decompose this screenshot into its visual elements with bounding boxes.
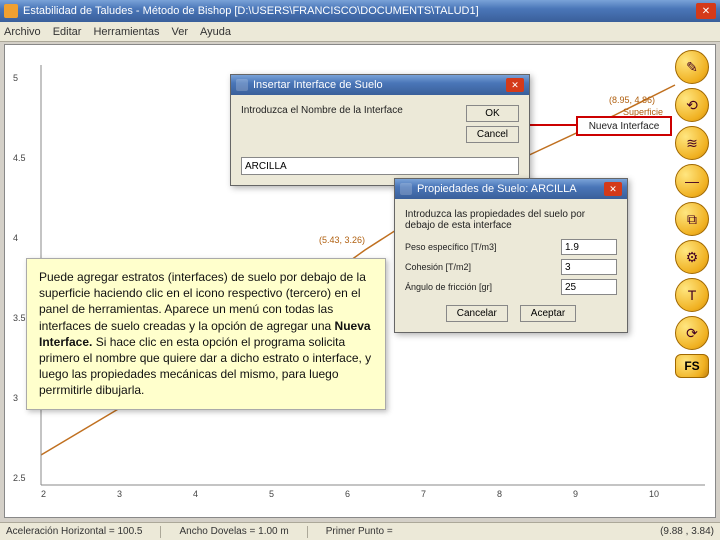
interface-name-input[interactable] [241,157,519,175]
x-tick: 4 [193,489,198,499]
y-tick: 3 [13,393,18,403]
label-cohesion: Cohesión [T/m2] [405,262,555,272]
x-tick: 6 [345,489,350,499]
tool-interface-icon[interactable]: ≋ [675,126,709,160]
ok-button[interactable]: OK [466,105,519,122]
tool-4[interactable]: — [675,164,709,198]
tool-2[interactable]: ⟲ [675,88,709,122]
callout-nueva-interface: Nueva Interface [576,116,672,136]
dialog-insert-titlebar: Insertar Interface de Suelo ✕ [231,75,529,95]
tool-8[interactable]: ⟳ [675,316,709,350]
x-tick: 5 [269,489,274,499]
props-accept-button[interactable]: Aceptar [520,305,576,322]
coord-label: (8.95, 4.86) [609,95,655,105]
coord-label: (5.43, 3.26) [319,235,365,245]
dialog-props-close[interactable]: ✕ [604,182,622,196]
fs-button[interactable]: FS [675,354,709,378]
tool-5[interactable]: ⧉ [675,202,709,236]
menu-editar[interactable]: Editar [53,26,82,38]
status-primer: Primer Punto = [326,526,393,537]
dialog-props-titlebar: Propiedades de Suelo: ARCILLA ✕ [395,179,627,199]
dialog-insert-close[interactable]: ✕ [506,78,524,92]
input-peso[interactable] [561,239,617,255]
menubar: Archivo Editar Herramientas Ver Ayuda [0,22,720,42]
y-tick: 4 [13,233,18,243]
status-coord: (9.88 , 3.84) [660,526,714,537]
statusbar: Aceleración Horizontal = 100.5 Ancho Dov… [0,522,720,540]
tool-6[interactable]: ⚙ [675,240,709,274]
cancel-button[interactable]: Cancel [466,126,519,143]
x-tick: 10 [649,489,659,499]
status-ancho: Ancho Dovelas = 1.00 m [179,526,288,537]
y-tick: 5 [13,73,18,83]
tool-strip: ✎ ⟲ ≋ — ⧉ ⚙ T ⟳ FS [672,50,712,378]
app-icon [4,4,18,18]
close-button[interactable]: ✕ [696,3,716,19]
y-tick: 3.5 [13,313,26,323]
dialog-insert-title: Insertar Interface de Suelo [253,79,383,91]
tool-7[interactable]: T [675,278,709,312]
x-tick: 9 [573,489,578,499]
dialog-icon [400,183,412,195]
menu-ayuda[interactable]: Ayuda [200,26,231,38]
x-tick: 2 [41,489,46,499]
x-tick: 7 [421,489,426,499]
props-cancel-button[interactable]: Cancelar [446,305,508,322]
y-tick: 4.5 [13,153,26,163]
status-accel: Aceleración Horizontal = 100.5 [6,526,142,537]
x-tick: 8 [497,489,502,499]
dialog-insert-prompt: Introduzca el Nombre de la Interface [241,105,458,143]
input-angulo[interactable] [561,279,617,295]
x-tick: 3 [117,489,122,499]
dialog-icon [236,79,248,91]
menu-herramientas[interactable]: Herramientas [93,26,159,38]
info-tooltip: Puede agregar estratos (interfaces) de s… [26,258,386,410]
menu-archivo[interactable]: Archivo [4,26,41,38]
dialog-insert-interface: Insertar Interface de Suelo ✕ Introduzca… [230,74,530,186]
info-text-1: Puede agregar estratos (interfaces) de s… [39,270,366,333]
y-tick: 2.5 [13,473,26,483]
window-title: Estabilidad de Taludes - Método de Bisho… [23,5,694,17]
menu-ver[interactable]: Ver [171,26,188,38]
label-angulo: Ángulo de fricción [gr] [405,282,555,292]
dialog-soil-properties: Propiedades de Suelo: ARCILLA ✕ Introduz… [394,178,628,333]
input-cohesion[interactable] [561,259,617,275]
dialog-props-title: Propiedades de Suelo: ARCILLA [417,183,577,195]
titlebar: Estabilidad de Taludes - Método de Bisho… [0,0,720,22]
label-peso: Peso específico [T/m3] [405,242,555,252]
tool-1[interactable]: ✎ [675,50,709,84]
dialog-props-prompt: Introduzca las propiedades del suelo por… [405,209,617,231]
